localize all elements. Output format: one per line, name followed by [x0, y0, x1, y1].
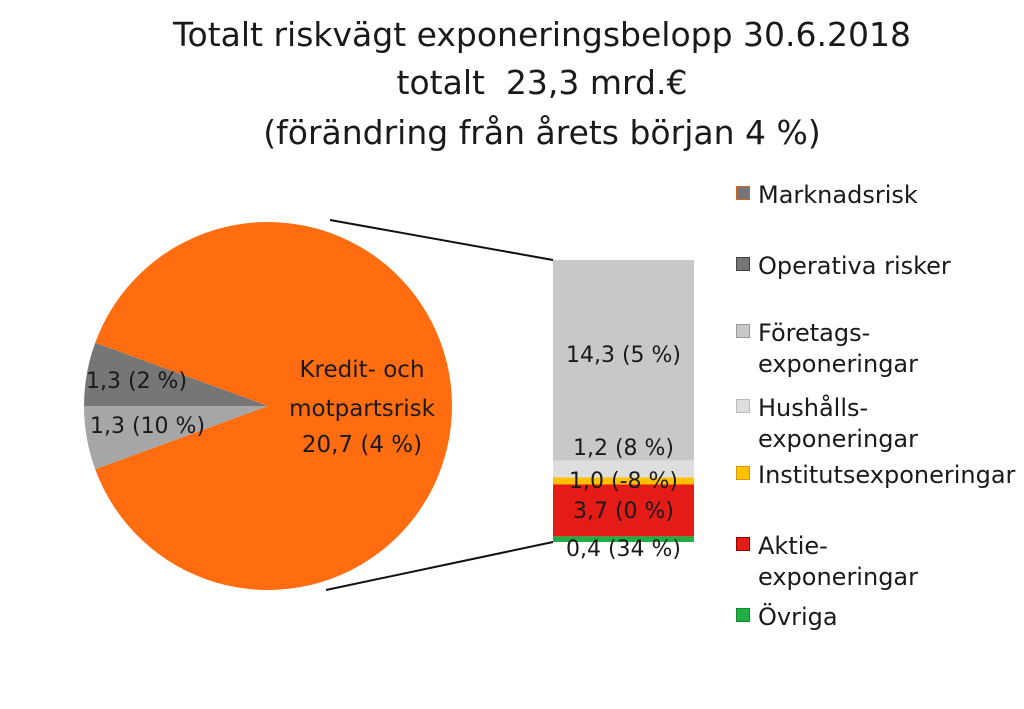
- bar-segment-foretagsexponeringar: [553, 260, 694, 461]
- legend-label-line: exponeringar: [758, 350, 918, 378]
- chart-title: Totalt riskvägt exponeringsbelopp 30.6.2…: [172, 15, 911, 54]
- legend-swatch: [736, 537, 750, 551]
- legend-label: Operativa risker: [758, 251, 951, 282]
- bar-label-ovriga: 0,4 (34 %): [566, 537, 681, 562]
- bar-segment-institutsexponeringar: [553, 477, 694, 485]
- legend-swatch: [736, 608, 750, 622]
- legend-swatch: [736, 399, 750, 413]
- connector-line-top: [329, 219, 554, 261]
- legend-label: Övriga: [758, 602, 838, 633]
- legend-label-line: Företags-: [758, 319, 871, 347]
- pie-slice-marknadsrisk: [84, 406, 268, 470]
- bar-label-aktieexponeringar: 3,7 (0 %): [573, 499, 674, 524]
- breakdown-bar: 14,3 (5 %) 1,2 (8 %) 1,0 (-8 %) 3,7 (0 %) 0,…: [553, 260, 694, 562]
- legend-label: Aktie-exponeringar: [758, 531, 918, 593]
- bar-label-institutsexponeringar: 1,0 (-8 %): [569, 469, 678, 494]
- legend-label-line: Aktie-: [758, 532, 828, 560]
- legend-label-line: Operativa risker: [758, 252, 951, 280]
- pie-label-operativa-risker: 1,3 (10 %): [90, 414, 205, 439]
- connector-lines: [325, 219, 554, 591]
- legend-swatch: [736, 257, 750, 271]
- pie-label-marknadsrisk: 1,3 (2 %): [86, 369, 187, 394]
- legend-swatch: [736, 466, 750, 480]
- legend-label-line: Övriga: [758, 603, 838, 631]
- legend-label: Hushålls-exponeringar: [758, 393, 918, 455]
- legend-swatch: [736, 186, 750, 200]
- legend-label-line: Institutsexponeringar: [758, 461, 1016, 489]
- pie-label-kredit-line1: Kredit- och: [299, 357, 424, 383]
- legend-label: Företags-exponeringar: [758, 318, 918, 380]
- pie-label-kredit-line2: motpartsrisk: [289, 396, 435, 422]
- bar-segment-ovriga: [553, 536, 694, 542]
- legend-label: Institutsexponeringar: [758, 460, 1015, 491]
- bar-segment-hushallsexponeringar: [553, 460, 694, 478]
- chart-subtitle-change: (förändring från årets början 4 %): [263, 113, 821, 152]
- legend-label-line: exponeringar: [758, 425, 918, 453]
- pie-slice-kredit-och-motpartsrisk: [95, 222, 452, 591]
- connector-line-bottom: [325, 541, 554, 591]
- chart-subtitle-total: totalt 23,3 mrd.€: [396, 63, 688, 102]
- legend-label-line: exponeringar: [758, 563, 918, 591]
- pie-label-kredit-value: 20,7 (4 %): [302, 432, 422, 458]
- legend-swatch: [736, 324, 750, 338]
- pie: 1,3 (2 %) 1,3 (10 %) Kredit- och motpartsri…: [84, 222, 452, 591]
- bar-segment-aktieexponeringar: [553, 484, 694, 537]
- bar-label-foretagsexponeringar: 14,3 (5 %): [566, 343, 681, 368]
- pie-slice-operativa-risker: [84, 342, 268, 406]
- legend-label: Marknadsrisk: [758, 180, 918, 211]
- legend-label-line: Hushålls-: [758, 394, 869, 422]
- legend-label-line: Marknadsrisk: [758, 181, 918, 209]
- bar-label-hushallsexponeringar: 1,2 (8 %): [573, 436, 674, 461]
